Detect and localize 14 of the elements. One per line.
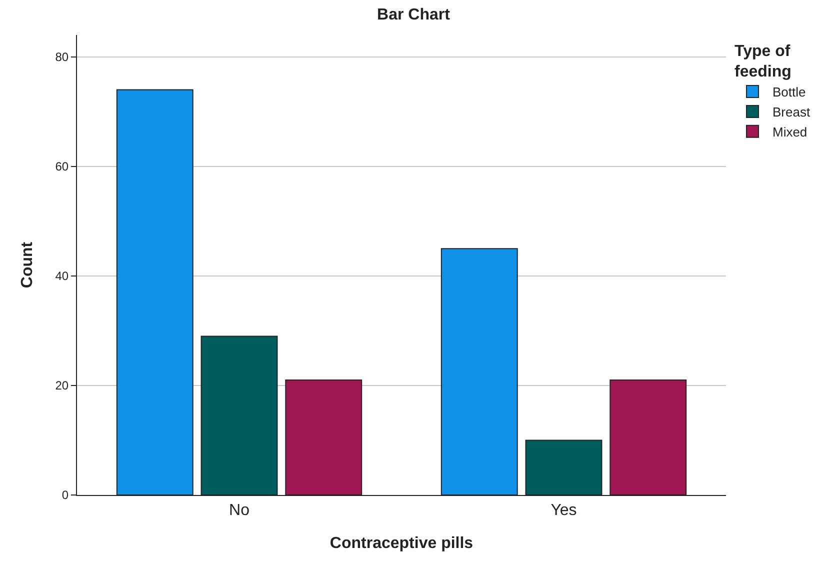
y-axis-title: Count: [19, 241, 36, 288]
chart-title: Bar Chart: [377, 6, 451, 24]
y-tick-label: 60: [55, 160, 69, 174]
y-tick-label: 40: [55, 269, 69, 284]
y-tick-label: 20: [55, 378, 69, 393]
legend-label: Bottle: [772, 84, 806, 100]
x-tick-label: Yes: [550, 502, 577, 520]
legend-label: Mixed: [772, 124, 808, 140]
legend-title: Type of feeding: [734, 42, 792, 81]
x-axis-title: Contraceptive pills: [330, 534, 474, 552]
y-tick-label: 0: [62, 488, 69, 502]
y-tick-label: 80: [55, 50, 69, 64]
x-tick-label: No: [229, 502, 250, 520]
legend-label: Breast: [772, 104, 810, 120]
